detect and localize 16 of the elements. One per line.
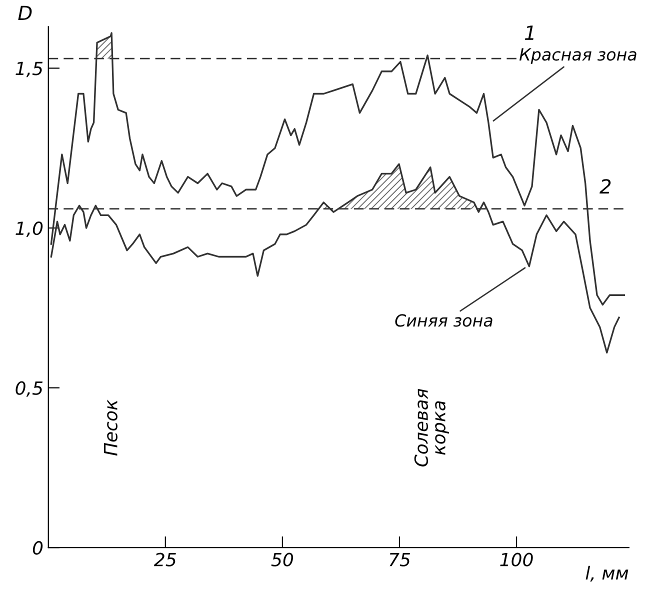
annotation: Синяя зона xyxy=(395,314,492,327)
y-tick-label: 0 xyxy=(32,541,43,555)
x-tick-label: 50 xyxy=(271,552,294,566)
annotation: 2 xyxy=(600,179,611,194)
x-axis-title: l, мм xyxy=(586,566,628,582)
x-tick-label: 100 xyxy=(500,552,533,566)
y-axis-title: D xyxy=(18,6,32,20)
annotation: 1 xyxy=(524,26,534,40)
y-tick-label: 1,5 xyxy=(16,62,43,78)
x-tick-label: 25 xyxy=(154,552,176,566)
y-tick-label: 0,5 xyxy=(16,381,43,397)
annotation: Солевая корка xyxy=(414,388,449,466)
annotation: Красная зона xyxy=(519,48,636,64)
annotation: Песок xyxy=(104,400,118,456)
y-tick-label: 1,0 xyxy=(16,221,43,237)
x-tick-label: 75 xyxy=(390,553,410,566)
